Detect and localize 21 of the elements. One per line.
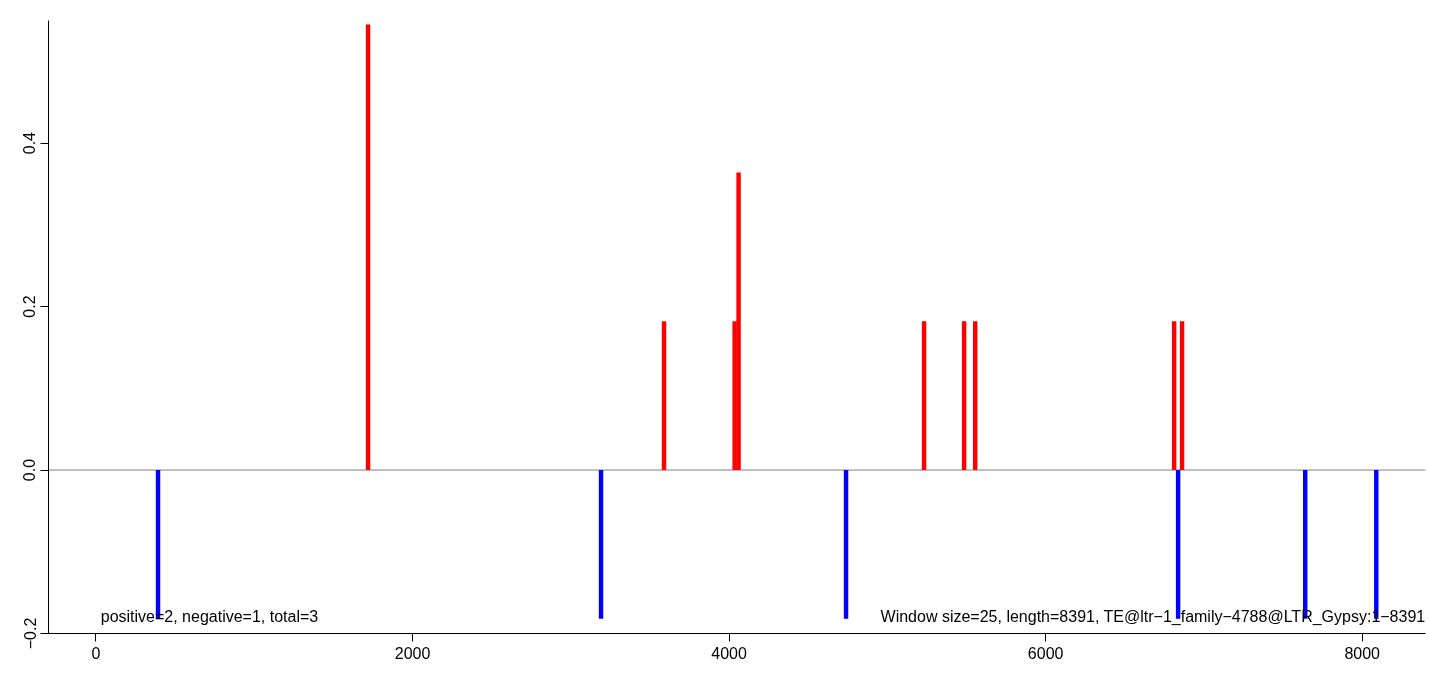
bar bbox=[972, 321, 978, 471]
bar bbox=[736, 172, 741, 471]
y-tick-label: 0.0 bbox=[21, 458, 39, 482]
bar bbox=[365, 24, 371, 471]
bar bbox=[961, 321, 967, 471]
bar bbox=[1171, 321, 1177, 471]
bar bbox=[843, 470, 849, 619]
x-tick-label: 4000 bbox=[711, 644, 747, 662]
x-tick-label: 8000 bbox=[1344, 644, 1381, 662]
bar bbox=[921, 321, 927, 471]
x-tick-label: 0 bbox=[91, 644, 101, 662]
y-tick-label: 0.4 bbox=[21, 131, 39, 155]
annotation: positive=2, negative=1, total=3 bbox=[100, 608, 319, 626]
annotation: Window size=25, length=8391, TE@ltr−1_family−4788@LTR_Gypsy:1−8391 bbox=[880, 608, 1426, 627]
x-tick-label: 2000 bbox=[394, 644, 431, 662]
y-tick-label: 0.2 bbox=[21, 295, 39, 318]
y-tick-label: −0.2 bbox=[21, 617, 39, 650]
bar bbox=[1179, 321, 1185, 471]
bar bbox=[598, 470, 604, 619]
bar bbox=[661, 321, 667, 471]
x-tick-label: 6000 bbox=[1027, 644, 1064, 662]
